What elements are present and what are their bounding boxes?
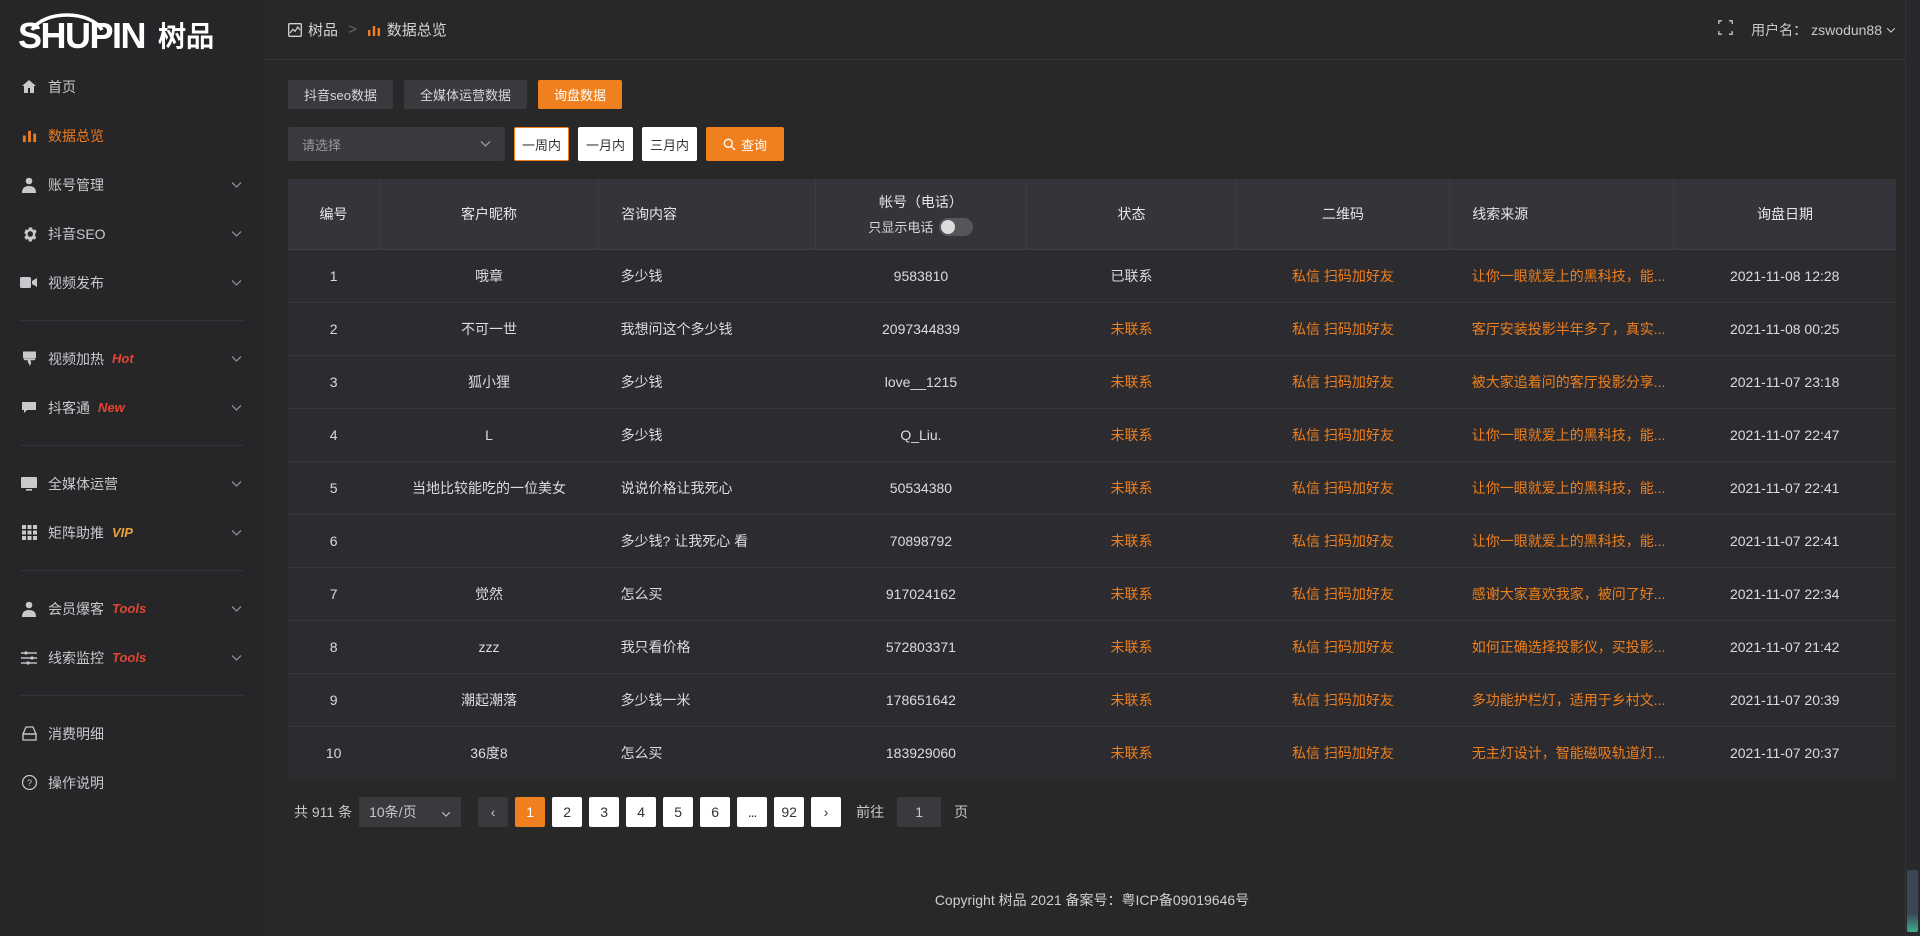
- svg-text:树品: 树品: [158, 21, 214, 52]
- svg-text:SHUPIN: SHUPIN: [18, 15, 145, 55]
- svg-text:?: ?: [26, 778, 31, 788]
